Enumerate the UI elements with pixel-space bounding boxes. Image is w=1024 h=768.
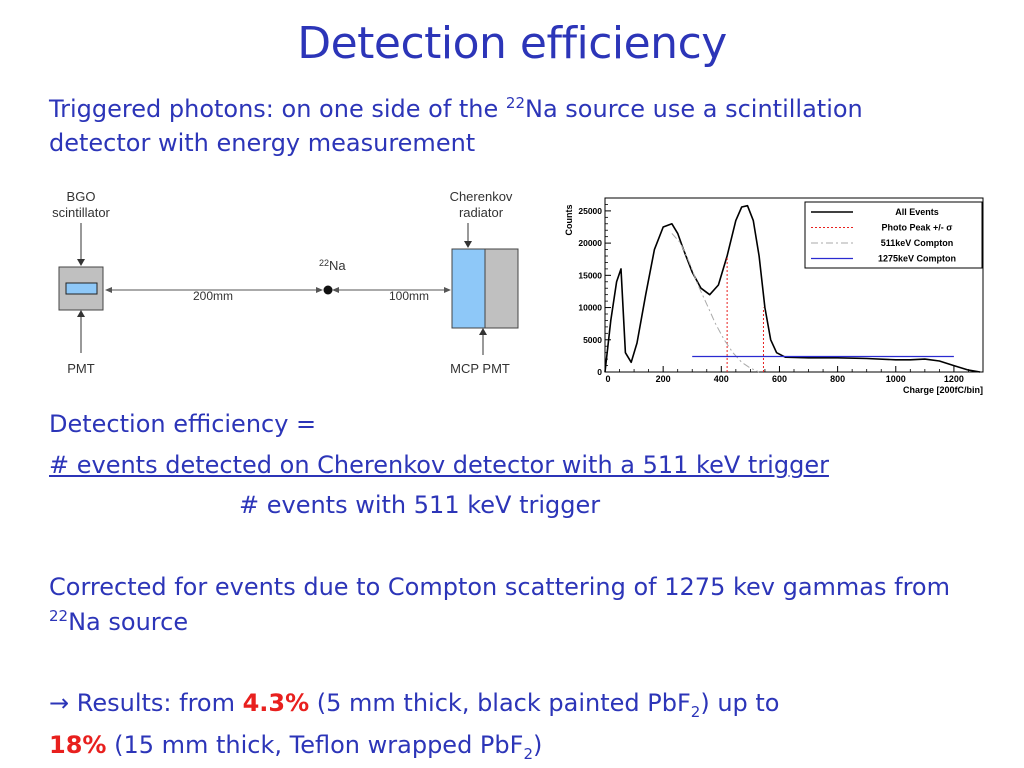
correction-line-1: Corrected for events due to Compton scat… bbox=[49, 573, 950, 601]
legend-entry: 511keV Compton bbox=[881, 238, 954, 248]
right-arrow-icon: → bbox=[49, 689, 70, 717]
pmt-label: PMT bbox=[67, 361, 95, 376]
distance-arrowhead-left bbox=[105, 287, 112, 293]
spectrum-chart: 0 200 400 600 800 1000 1200 0 5000 10000 15000 2000… bbox=[564, 197, 984, 395]
correction-text: Na source bbox=[68, 608, 189, 636]
x-tick-label: 1000 bbox=[886, 374, 906, 384]
y-tick-label: 5000 bbox=[583, 335, 602, 345]
distance-left-label: 200mm bbox=[193, 289, 233, 303]
x-axis-label: Charge [200fC/bin] bbox=[903, 385, 983, 395]
efficiency-numerator: # events detected on Cherenkov detector … bbox=[49, 451, 829, 479]
source-name: Na bbox=[329, 258, 346, 273]
series-511kev-compton-line bbox=[671, 233, 760, 373]
mcp-label: MCP PMT bbox=[450, 361, 510, 376]
correction-sup: 22 bbox=[49, 607, 69, 625]
correction-line-2: 22Na source bbox=[49, 605, 188, 639]
cherenkov-radiator bbox=[451, 248, 486, 329]
distance-arrowhead-mid-r bbox=[332, 287, 339, 293]
efficiency-label: Detection efficiency = bbox=[49, 410, 317, 438]
bgo-label-2: scintillator bbox=[52, 205, 110, 220]
y-tick-label: 25000 bbox=[578, 206, 602, 216]
results-sub-1: 2 bbox=[690, 702, 701, 721]
intro-sup: 22 bbox=[505, 94, 526, 112]
source-label: 22Na bbox=[319, 258, 346, 273]
series-all-events-line bbox=[604, 204, 981, 373]
bgo-crystal bbox=[65, 282, 98, 295]
distance-arrowhead-right bbox=[444, 287, 451, 293]
results-line-1: → Results: from 4.3% (5 mm thick, black … bbox=[49, 686, 780, 720]
results-text-c: ) up to bbox=[700, 689, 780, 717]
distance-arrowhead-mid-l bbox=[316, 287, 323, 293]
results-text-b: (5 mm thick, black painted PbF bbox=[309, 689, 691, 717]
cherenkov-label-2: radiator bbox=[459, 205, 504, 220]
legend-entry: All Events bbox=[895, 207, 939, 217]
intro-line-1: Triggered photons: on one side of the 22… bbox=[49, 92, 863, 126]
y-axis-label: Counts bbox=[564, 205, 574, 236]
legend-box bbox=[804, 201, 983, 269]
cherenkov-label-1: Cherenkov bbox=[450, 189, 513, 204]
x-tick-label: 400 bbox=[714, 374, 729, 384]
mcp-arrowhead bbox=[479, 328, 487, 335]
y-tick-label: 10000 bbox=[578, 303, 602, 313]
intro-text-a: Triggered photons: on one side of the bbox=[49, 95, 506, 123]
setup-diagram: BGO scintillator PMT 200mm 100mm 22Na Ch… bbox=[52, 189, 519, 376]
slide-title: Detection efficiency bbox=[297, 18, 727, 69]
intro-line-2: detector with energy measurement bbox=[49, 129, 476, 157]
x-tick-label: 0 bbox=[605, 374, 610, 384]
x-tick-label: 200 bbox=[656, 374, 671, 384]
result-max-value: 18% bbox=[49, 731, 107, 759]
result-min-value: 4.3% bbox=[242, 689, 310, 717]
efficiency-denominator: # events with 511 keV trigger bbox=[239, 491, 601, 519]
x-tick-label: 800 bbox=[830, 374, 845, 384]
y-tick-label: 15000 bbox=[578, 270, 602, 280]
y-tick-label: 20000 bbox=[578, 238, 602, 248]
cherenkov-arrowhead bbox=[464, 241, 472, 248]
na22-source bbox=[323, 285, 333, 295]
source-sup: 22 bbox=[319, 258, 329, 268]
y-tick-label: 0 bbox=[597, 367, 602, 377]
results-text-d: (15 mm thick, Teflon wrapped PbF bbox=[106, 731, 524, 759]
distance-right-label: 100mm bbox=[389, 289, 429, 303]
results-text-a: Results: from bbox=[69, 689, 243, 717]
mcp-pmt-box bbox=[484, 248, 519, 329]
x-tick-label: 600 bbox=[772, 374, 787, 384]
results-text-e: ) bbox=[533, 731, 543, 759]
results-line-2: 18% (15 mm thick, Teflon wrapped PbF2) bbox=[49, 728, 542, 762]
intro-text-b: Na source use a scintillation bbox=[525, 95, 863, 123]
bgo-arrowhead bbox=[77, 259, 85, 266]
legend-entry: Photo Peak +/- σ bbox=[882, 223, 953, 233]
bgo-label-1: BGO bbox=[67, 189, 96, 204]
x-tick-label: 1200 bbox=[944, 374, 964, 384]
pmt-arrowhead bbox=[77, 310, 85, 317]
legend-entry: 1275keV Compton bbox=[878, 254, 956, 264]
results-sub-2: 2 bbox=[523, 744, 533, 763]
